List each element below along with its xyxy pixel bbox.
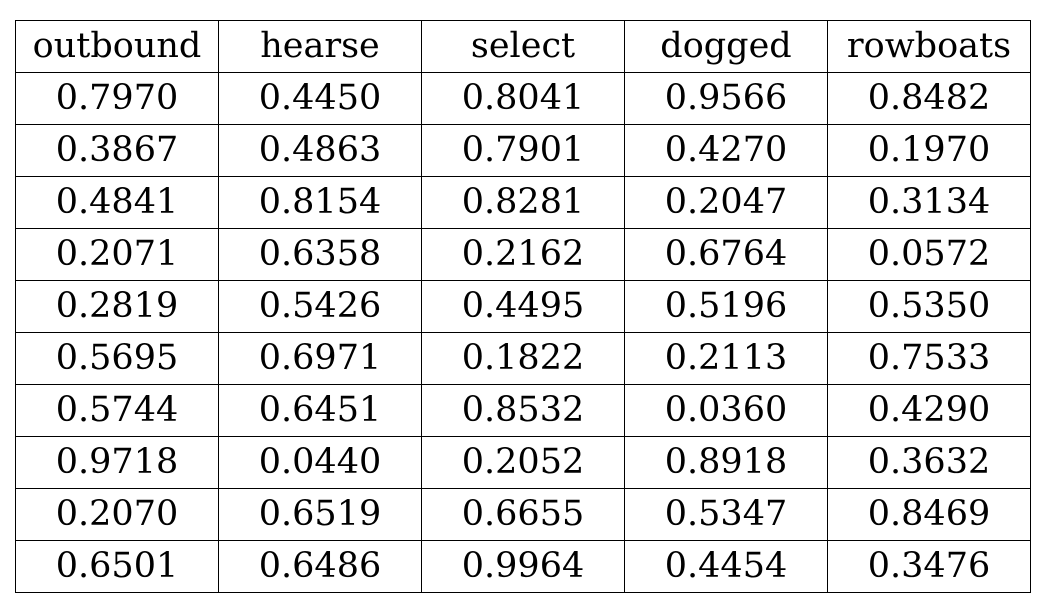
- table-row: 0.5695 0.6971 0.1822 0.2113 0.7533: [15, 332, 1031, 385]
- table-cell: 0.7901: [421, 124, 625, 177]
- table-cell: 0.6451: [218, 384, 422, 437]
- table-cell: 0.8041: [421, 72, 625, 125]
- table-row: 0.2071 0.6358 0.2162 0.6764 0.0572: [15, 228, 1031, 281]
- table-cell: 0.8469: [827, 488, 1031, 541]
- table-cell: 0.8532: [421, 384, 625, 437]
- data-table: outbound hearse select dogged rowboats 0…: [15, 20, 1031, 593]
- table-cell: 0.9566: [624, 72, 828, 125]
- table-cell: 0.5350: [827, 280, 1031, 333]
- table-cell: 0.2052: [421, 436, 625, 489]
- table-cell: 0.2071: [15, 228, 219, 281]
- table-cell: 0.4270: [624, 124, 828, 177]
- table-cell: 0.7970: [15, 72, 219, 125]
- table-cell: 0.8918: [624, 436, 828, 489]
- table-row: 0.4841 0.8154 0.8281 0.2047 0.3134: [15, 176, 1031, 229]
- column-header-select: select: [421, 20, 625, 73]
- table-cell: 0.6655: [421, 488, 625, 541]
- table-cell: 0.4841: [15, 176, 219, 229]
- table-cell: 0.5695: [15, 332, 219, 385]
- table-row: 0.3867 0.4863 0.7901 0.4270 0.1970: [15, 124, 1031, 177]
- table-cell: 0.3476: [827, 540, 1031, 593]
- table-cell: 0.0440: [218, 436, 422, 489]
- table-cell: 0.8154: [218, 176, 422, 229]
- table-cell: 0.0572: [827, 228, 1031, 281]
- table-cell: 0.6519: [218, 488, 422, 541]
- table-header: outbound hearse select dogged rowboats: [15, 20, 1031, 73]
- table-cell: 0.8281: [421, 176, 625, 229]
- table-cell: 0.3134: [827, 176, 1031, 229]
- table-cell: 0.2070: [15, 488, 219, 541]
- table-cell: 0.4495: [421, 280, 625, 333]
- column-header-rowboats: rowboats: [827, 20, 1031, 73]
- table-cell: 0.6971: [218, 332, 422, 385]
- table-cell: 0.2047: [624, 176, 828, 229]
- column-header-outbound: outbound: [15, 20, 219, 73]
- table-cell: 0.3867: [15, 124, 219, 177]
- table-cell: 0.5426: [218, 280, 422, 333]
- table-cell: 0.4290: [827, 384, 1031, 437]
- table-row: 0.2070 0.6519 0.6655 0.5347 0.8469: [15, 488, 1031, 541]
- table-cell: 0.2113: [624, 332, 828, 385]
- table-cell: 0.5196: [624, 280, 828, 333]
- table-cell: 0.9718: [15, 436, 219, 489]
- table-cell: 0.4454: [624, 540, 828, 593]
- table-cell: 0.6501: [15, 540, 219, 593]
- table-cell: 0.4450: [218, 72, 422, 125]
- table-cell: 0.3632: [827, 436, 1031, 489]
- table-cell: 0.6358: [218, 228, 422, 281]
- table-cell: 0.2162: [421, 228, 625, 281]
- column-header-dogged: dogged: [624, 20, 828, 73]
- table-row: 0.7970 0.4450 0.8041 0.9566 0.8482: [15, 72, 1031, 125]
- table-row: 0.9718 0.0440 0.2052 0.8918 0.3632: [15, 436, 1031, 489]
- table-cell: 0.2819: [15, 280, 219, 333]
- table-row: 0.5744 0.6451 0.8532 0.0360 0.4290: [15, 384, 1031, 437]
- table-cell: 0.6486: [218, 540, 422, 593]
- table-row: 0.2819 0.5426 0.4495 0.5196 0.5350: [15, 280, 1031, 333]
- table-cell: 0.6764: [624, 228, 828, 281]
- table-cell: 0.5347: [624, 488, 828, 541]
- table-cell: 0.0360: [624, 384, 828, 437]
- table-cell: 0.1970: [827, 124, 1031, 177]
- table-body: 0.7970 0.4450 0.8041 0.9566 0.8482 0.386…: [15, 72, 1031, 593]
- column-header-hearse: hearse: [218, 20, 422, 73]
- table-cell: 0.1822: [421, 332, 625, 385]
- table-cell: 0.8482: [827, 72, 1031, 125]
- table-row: 0.6501 0.6486 0.9964 0.4454 0.3476: [15, 540, 1031, 593]
- table-cell: 0.5744: [15, 384, 219, 437]
- header-row: outbound hearse select dogged rowboats: [15, 20, 1031, 73]
- table-cell: 0.4863: [218, 124, 422, 177]
- table-cell: 0.9964: [421, 540, 625, 593]
- table-cell: 0.7533: [827, 332, 1031, 385]
